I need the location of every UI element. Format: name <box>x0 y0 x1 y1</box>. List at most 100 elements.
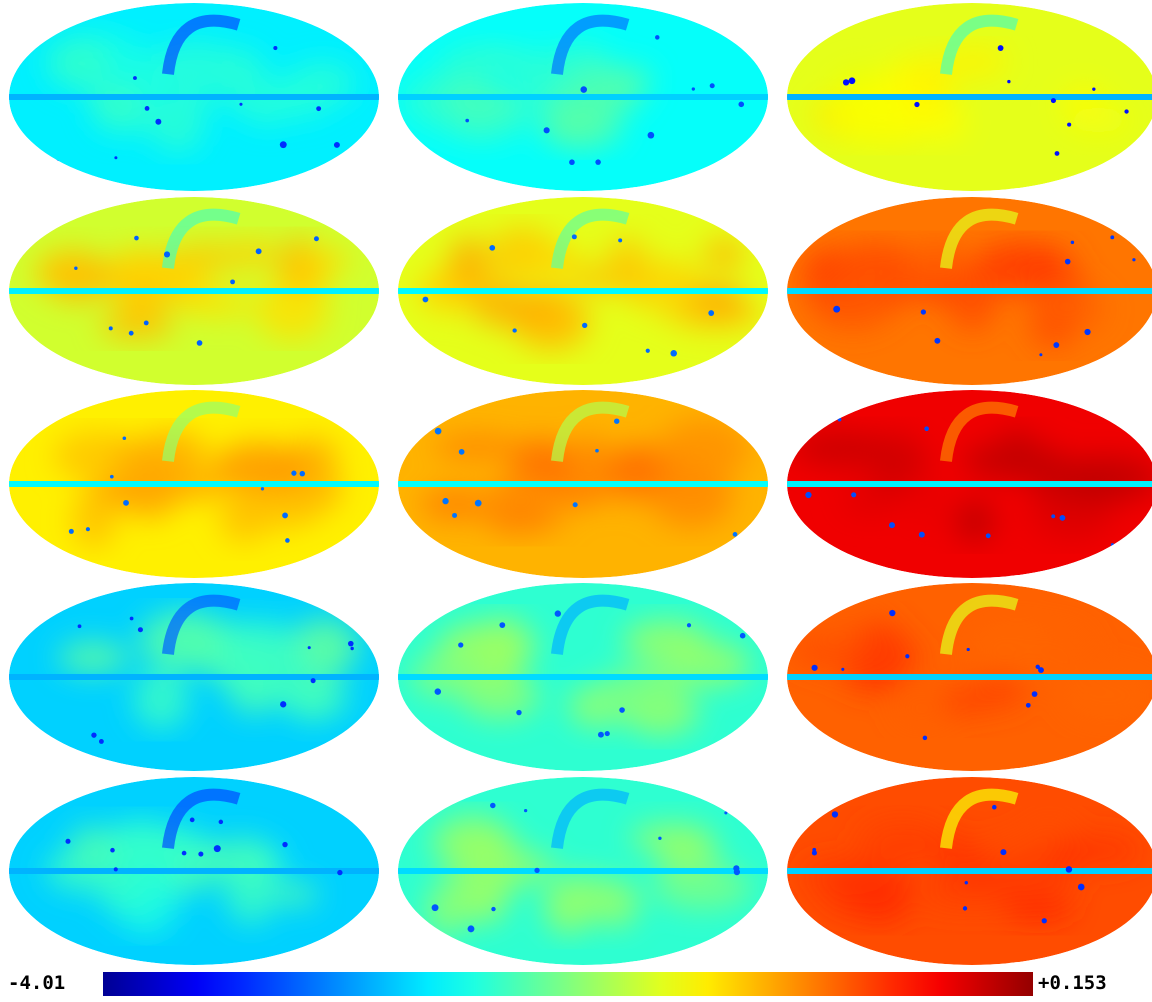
point-source <box>474 499 482 507</box>
sky-map-r3-c3 <box>787 390 1152 578</box>
point-source <box>851 492 857 498</box>
point-source <box>1031 691 1038 697</box>
galactic-plane <box>9 288 379 294</box>
polar-spur-arc <box>161 594 241 655</box>
point-source <box>431 904 439 912</box>
colorbar: -4.01 +0.153 <box>0 968 1152 1000</box>
sky-map-r1-c1 <box>9 3 379 191</box>
point-source <box>569 159 575 166</box>
point-source <box>1132 258 1136 262</box>
point-source <box>918 531 925 538</box>
galactic-plane <box>398 481 768 487</box>
point-source <box>133 76 137 80</box>
galactic-plane <box>398 868 768 874</box>
point-source <box>1041 918 1047 924</box>
point-source <box>543 127 550 134</box>
point-source <box>841 667 845 671</box>
point-source <box>691 87 695 91</box>
galactic-plane <box>787 94 1152 100</box>
point-source <box>181 850 187 856</box>
point-source <box>114 156 118 160</box>
polar-spur-arc <box>550 594 630 655</box>
point-source <box>595 448 599 453</box>
point-source <box>811 664 818 671</box>
point-source <box>313 236 319 242</box>
point-source <box>1035 664 1040 669</box>
point-source <box>512 328 517 333</box>
point-source <box>347 640 354 647</box>
point-source <box>1038 667 1044 674</box>
galactic-plane <box>787 288 1152 294</box>
sky-map-r2-c1 <box>9 197 379 385</box>
point-source <box>595 159 601 165</box>
galactic-plane <box>9 674 379 680</box>
sky-map-r2-c3 <box>787 197 1152 385</box>
point-source <box>434 688 442 695</box>
point-source <box>1059 514 1066 521</box>
point-source <box>1077 883 1085 891</box>
galactic-plane <box>398 94 768 100</box>
point-source <box>458 448 465 455</box>
point-source <box>1084 328 1091 336</box>
sky-map-r4-c2 <box>398 583 768 771</box>
sky-map-r4-c3 <box>787 583 1152 771</box>
point-source <box>467 925 475 933</box>
point-source <box>458 642 464 648</box>
point-source <box>499 622 506 628</box>
sky-map-r5-c3 <box>787 777 1152 965</box>
sky-map-r1-c2 <box>398 3 768 191</box>
polar-spur-arc <box>550 208 630 269</box>
point-source <box>811 850 817 856</box>
sky-map-r3-c2 <box>398 390 768 578</box>
galactic-plane <box>787 481 1152 487</box>
galactic-plane <box>398 674 768 680</box>
point-source <box>645 348 650 353</box>
point-source <box>129 616 134 621</box>
point-source <box>922 735 928 741</box>
point-source <box>1065 866 1073 873</box>
polar-spur-arc <box>939 208 1019 269</box>
polar-spur-arc <box>939 594 1019 655</box>
sky-map-r1-c3 <box>787 3 1152 191</box>
point-source <box>686 623 692 628</box>
polar-spur-arc <box>161 14 241 75</box>
point-source <box>310 678 316 684</box>
point-source <box>524 808 528 813</box>
point-source <box>68 528 74 534</box>
point-source <box>966 647 970 652</box>
point-source <box>1051 514 1056 519</box>
point-source <box>1110 543 1115 547</box>
point-source <box>74 266 78 270</box>
colorbar-gradient <box>103 972 1033 996</box>
point-source <box>1007 79 1011 84</box>
galactic-plane <box>398 288 768 294</box>
point-source <box>307 646 311 650</box>
sky-map-r4-c1 <box>9 583 379 771</box>
point-source <box>889 522 895 529</box>
point-source <box>316 106 322 112</box>
point-source <box>837 417 842 422</box>
point-source <box>123 499 129 506</box>
point-source <box>213 845 221 853</box>
galactic-plane <box>9 868 379 874</box>
point-source <box>805 491 812 499</box>
point-source <box>1092 87 1096 91</box>
point-source <box>572 502 578 508</box>
point-source <box>218 819 224 825</box>
point-source <box>614 418 620 424</box>
point-source <box>110 847 115 853</box>
point-source <box>65 838 71 844</box>
point-source <box>914 101 920 108</box>
point-source <box>571 234 577 240</box>
point-source <box>724 811 728 815</box>
point-source <box>736 416 742 421</box>
point-source <box>196 340 203 346</box>
point-source <box>889 609 896 617</box>
point-source <box>670 349 678 357</box>
point-source <box>842 79 850 86</box>
point-source <box>77 624 82 629</box>
point-source <box>619 707 625 713</box>
point-source <box>1000 849 1007 856</box>
point-source <box>1039 353 1043 357</box>
galactic-plane <box>9 481 379 487</box>
